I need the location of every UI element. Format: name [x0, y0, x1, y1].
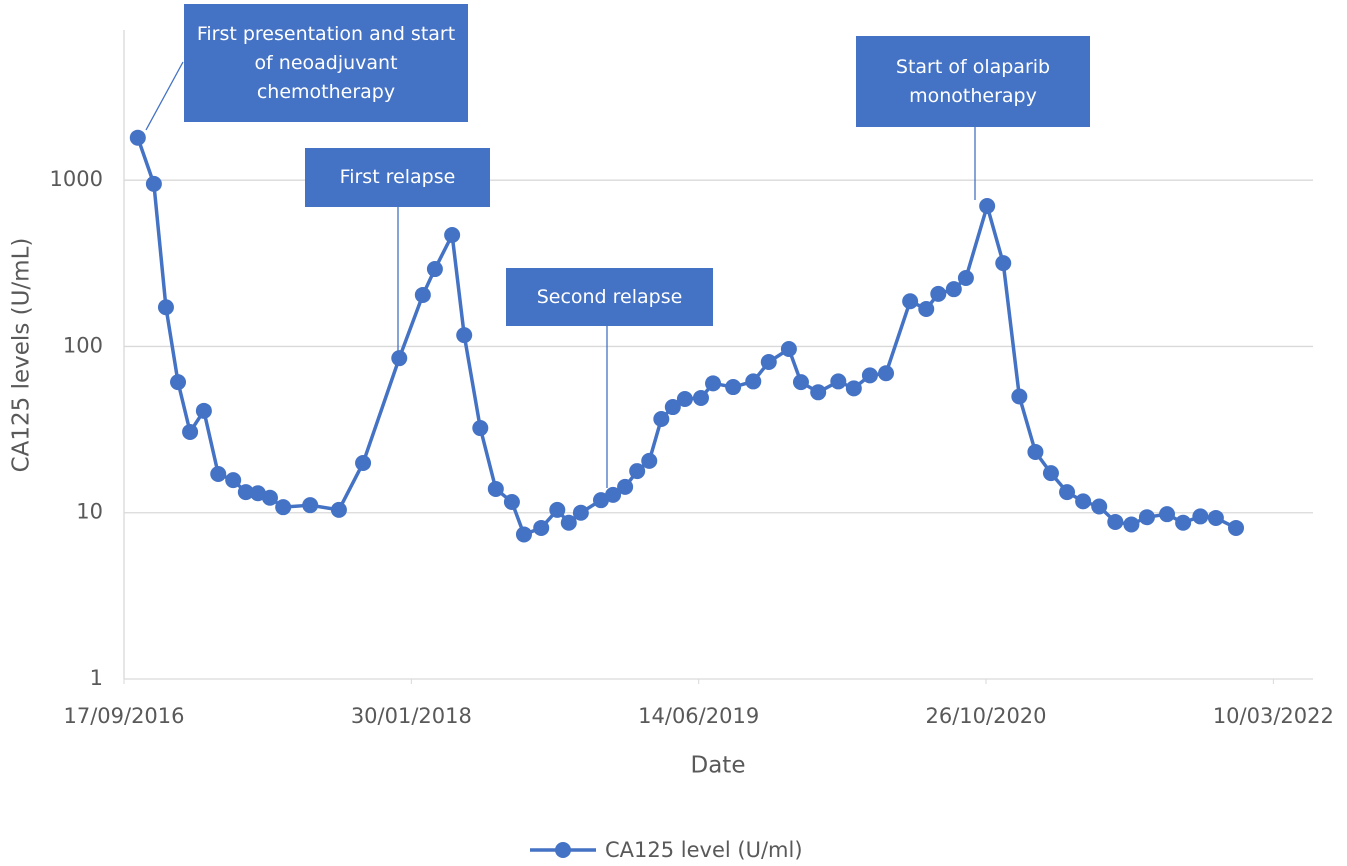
- data-point: [549, 501, 566, 518]
- data-point: [1159, 506, 1176, 523]
- data-point: [225, 472, 242, 489]
- data-point: [210, 465, 227, 482]
- callout-line: [145, 61, 184, 131]
- data-point: [979, 198, 996, 215]
- data-point: [705, 375, 722, 392]
- x-tick-label: 26/10/2020: [925, 704, 1046, 728]
- data-point: [760, 354, 777, 371]
- data-point: [261, 489, 278, 506]
- data-point: [629, 463, 646, 480]
- annotation: Start of olaparib monotherapy: [856, 36, 1090, 127]
- data-point: [792, 374, 809, 391]
- data-point: [861, 367, 878, 384]
- data-point: [355, 455, 372, 472]
- data-point: [845, 380, 862, 397]
- y-tick-label: 1000: [50, 167, 103, 191]
- data-point: [830, 373, 847, 390]
- data-point: [456, 327, 473, 344]
- y-tick-label: 100: [63, 333, 103, 357]
- data-point: [725, 379, 742, 396]
- data-point: [533, 519, 550, 536]
- data-point: [653, 411, 670, 428]
- data-point: [1011, 388, 1028, 405]
- data-point: [810, 384, 827, 401]
- data-point: [275, 499, 292, 516]
- data-point: [572, 504, 589, 521]
- data-point: [157, 299, 174, 316]
- data-point: [487, 480, 504, 497]
- x-tick-label: 17/09/2016: [63, 704, 184, 728]
- data-point: [145, 175, 162, 192]
- x-tick-label: 30/01/2018: [351, 704, 472, 728]
- data-point: [1075, 493, 1092, 510]
- y-tick-label: 10: [76, 500, 103, 524]
- data-point: [745, 373, 762, 390]
- data-point: [414, 286, 431, 303]
- data-point: [676, 390, 693, 407]
- data-point: [1091, 498, 1108, 515]
- data-point: [902, 293, 919, 310]
- data-line: [136, 137, 1237, 537]
- data-point: [957, 269, 974, 286]
- data-point: [1059, 484, 1076, 501]
- data-point: [780, 341, 797, 358]
- annotation: First relapse: [305, 148, 490, 207]
- data-point: [129, 129, 146, 146]
- data-point: [945, 281, 962, 298]
- data-point: [641, 452, 658, 469]
- data-point: [1107, 513, 1124, 530]
- data-point: [1042, 465, 1059, 482]
- data-point: [930, 285, 947, 302]
- data-point: [995, 255, 1012, 272]
- data-point: [617, 478, 634, 495]
- annotation: First presentation and start of neoadjuv…: [184, 4, 468, 122]
- y-tick-label: 1: [90, 666, 103, 690]
- data-point: [605, 486, 622, 503]
- data-point: [472, 420, 489, 437]
- data-point: [503, 494, 520, 511]
- data-point: [1175, 514, 1192, 531]
- data-point: [1192, 508, 1209, 525]
- data-point: [878, 365, 895, 382]
- y-axis-title: CA125 levels (U/mL): [9, 238, 35, 473]
- data-point: [664, 399, 681, 416]
- data-point: [330, 501, 347, 518]
- data-point: [237, 484, 254, 501]
- data-point: [182, 423, 199, 440]
- x-tick-label: 14/06/2019: [638, 704, 759, 728]
- data-point: [1227, 519, 1244, 536]
- legend-label: CA125 level (U/ml): [605, 838, 803, 862]
- data-point: [515, 526, 532, 543]
- x-tick-label: 10/03/2022: [1213, 704, 1334, 728]
- data-point: [560, 514, 577, 531]
- annotation: Second relapse: [506, 268, 713, 326]
- data-point: [170, 374, 187, 391]
- data-point: [391, 350, 408, 367]
- data-point: [592, 492, 609, 509]
- data-point: [426, 261, 443, 278]
- data-point: [1027, 443, 1044, 460]
- data-point: [918, 300, 935, 317]
- data-point: [249, 485, 266, 502]
- x-axis-title: Date: [691, 753, 746, 779]
- data-point: [1123, 516, 1140, 533]
- data-point: [444, 226, 461, 243]
- data-point: [692, 389, 709, 406]
- data-point: [302, 497, 319, 514]
- data-point: [1138, 509, 1155, 526]
- data-point: [195, 402, 212, 419]
- legend-marker: [555, 842, 571, 858]
- data-point: [1207, 509, 1224, 526]
